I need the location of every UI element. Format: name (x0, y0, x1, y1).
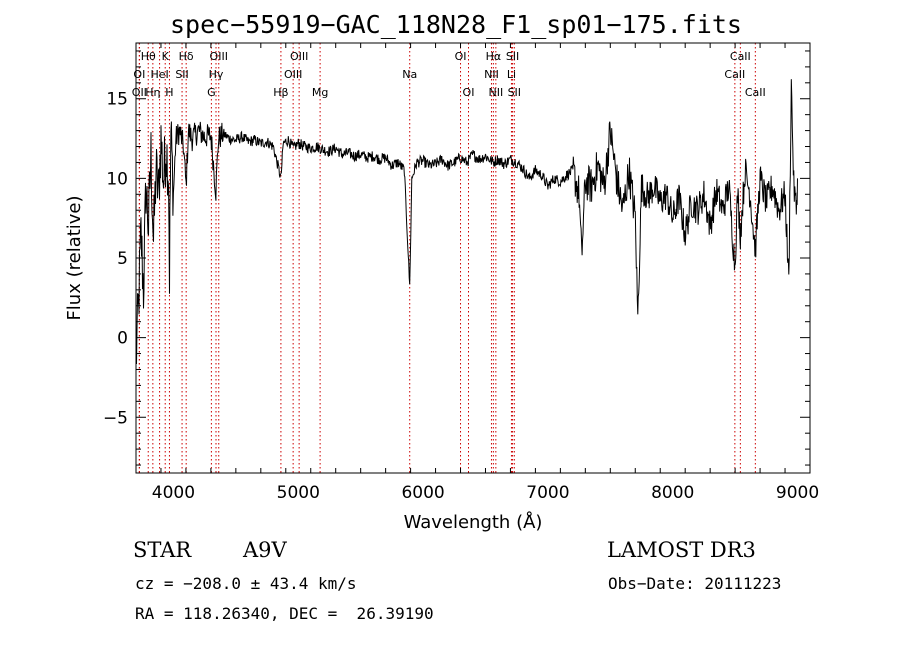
object-class: STAR (133, 538, 192, 562)
line-labels: Hθ K Hδ OIII OIII OI Hα SII CaII OI HeI SII Hγ OIII Na… (132, 50, 766, 99)
line-label-7: SII (506, 50, 519, 63)
line-label-10: HeI (150, 68, 168, 81)
line-label-25: NII (488, 86, 503, 99)
line-label-1: K (162, 50, 170, 63)
line-label-4: OIII (290, 50, 308, 63)
x-tick-label-5000: 5000 (277, 483, 320, 503)
line-label-2: Hδ (179, 50, 194, 63)
line-label-6: Hα (486, 50, 502, 63)
line-label-21: G (207, 86, 216, 99)
line-label-0: Hθ (141, 50, 156, 63)
line-label-18: OII (132, 86, 147, 99)
line-label-5: OI (455, 50, 467, 63)
line-label-27: CaII (745, 86, 766, 99)
line-label-15: NII (484, 68, 499, 81)
spectrum-line (135, 79, 798, 365)
chart-title: spec−55919−GAC_118N28_F1_sp01−175.fits (170, 10, 742, 39)
line-markers (138, 43, 756, 473)
line-label-13: OIII (284, 68, 302, 81)
survey-name: LAMOST DR3 (607, 538, 756, 562)
y-tick-label-0: 0 (117, 329, 128, 349)
plot-frame (135, 42, 811, 474)
axes: 4000 5000 6000 7000 8000 9000 −5 0 5 10 15 Waveleng… (64, 42, 819, 533)
x-tick-label-4000: 4000 (152, 483, 195, 503)
x-axis-title: Wavelength (Å) (404, 511, 543, 533)
line-label-16: Li (507, 68, 516, 81)
obs-date: Obs−Date: 20111223 (608, 574, 782, 593)
y-tick-label--5: −5 (103, 408, 128, 428)
redshift-readout: cz = −208.0 ± 43.4 km/s (135, 574, 357, 593)
y-tick-label-15: 15 (106, 90, 128, 110)
y-tick-label-10: 10 (106, 169, 128, 189)
object-subclass: A9V (243, 538, 287, 562)
line-label-8: CaII (730, 50, 751, 63)
line-label-3: OIII (210, 50, 228, 63)
x-tick-label-6000: 6000 (401, 483, 444, 503)
line-label-24: OI (463, 86, 475, 99)
line-label-17: CaII (724, 68, 745, 81)
x-tick-label-8000: 8000 (651, 483, 694, 503)
line-label-9: OI (133, 68, 145, 81)
coordinates-readout: RA = 118.26340, DEC = 26.39190 (135, 604, 434, 623)
y-tick-label-5: 5 (117, 249, 128, 269)
line-label-22: Hβ (273, 86, 288, 99)
y-axis-title: Flux (relative) (64, 195, 85, 320)
line-label-23: Mg (312, 86, 328, 99)
line-label-12: Hγ (209, 68, 224, 81)
x-tick-label-7000: 7000 (526, 483, 569, 503)
line-label-19: Hη (145, 86, 160, 99)
spectrum-series (135, 79, 798, 365)
line-label-11: SII (175, 68, 188, 81)
x-tick-label-9000: 9000 (776, 483, 819, 503)
line-label-14: Na (402, 68, 417, 81)
line-label-20: H (165, 86, 173, 99)
line-label-26: SII (508, 86, 521, 99)
